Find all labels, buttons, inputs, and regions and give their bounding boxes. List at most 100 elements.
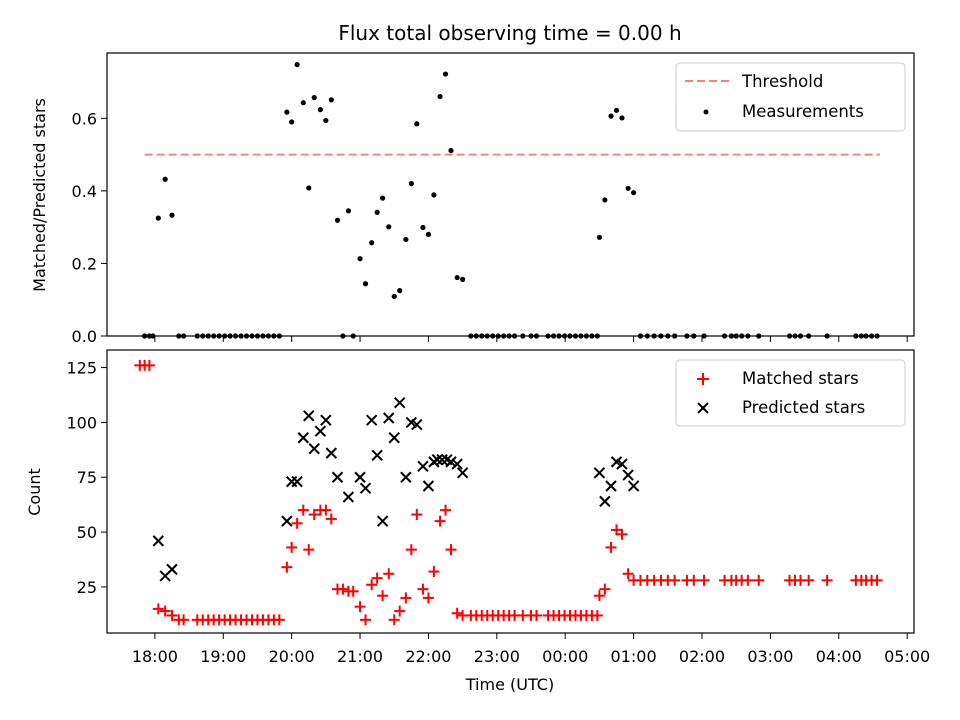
- matched-point: [742, 574, 754, 586]
- measurement-point: [619, 115, 625, 121]
- matched-point: [371, 572, 383, 584]
- matched-point: [159, 605, 171, 617]
- measurement-point: [328, 97, 334, 103]
- predicted-point: [599, 495, 611, 508]
- count-x-ticks: 18:00 19:00 20:00 21:00 22:00 23:00 00:00 01:00…: [132, 633, 930, 666]
- matched-point: [347, 585, 359, 597]
- count-plot-area: [134, 359, 883, 626]
- x-tick-label: 22:00: [405, 647, 451, 666]
- measurement-point: [289, 119, 295, 125]
- matched-point: [422, 592, 434, 604]
- measurement-point: [625, 185, 631, 191]
- measurement-point: [317, 107, 323, 113]
- predicted-point: [422, 480, 435, 492]
- x-tick-label: 19:00: [200, 647, 246, 666]
- ratio-y-tick-label: 0.4: [72, 182, 97, 201]
- x-tick-label: 03:00: [747, 647, 793, 666]
- matched-point: [360, 614, 372, 626]
- predicted-point: [605, 480, 617, 492]
- matched-point: [591, 609, 603, 621]
- count-y-tick-label: 50: [77, 523, 97, 542]
- measurement-point: [284, 109, 290, 115]
- ratio-panel: 0.0 0.2 0.4 0.6 Matched/Predicted stars Thr…: [30, 52, 915, 346]
- ratio-legend-box: [675, 62, 906, 132]
- matched-point: [152, 603, 164, 615]
- measurement-point: [631, 190, 637, 196]
- ratio-legend: Threshold Measurements: [675, 62, 906, 132]
- measurement-point: [602, 197, 608, 203]
- measurement-point: [448, 147, 454, 154]
- count-y-tick-label: 75: [77, 468, 97, 487]
- measurement-point: [608, 113, 614, 119]
- measurement-point: [294, 62, 300, 68]
- measurement-point: [408, 181, 414, 187]
- predicted-legend-label: Predicted stars: [742, 398, 865, 417]
- matched-point: [388, 614, 400, 626]
- x-tick-label: 21:00: [337, 647, 383, 666]
- matched-point: [394, 605, 406, 617]
- matched-point: [325, 513, 337, 525]
- matched-point: [297, 504, 309, 516]
- measurement-point: [431, 192, 437, 198]
- x-tick-label: 01:00: [611, 647, 657, 666]
- chart-title: Flux total observing time = 0.00 h: [338, 21, 681, 45]
- measurement-point: [306, 185, 312, 191]
- x-tick-label: 00:00: [542, 647, 588, 666]
- matched-point: [178, 614, 190, 626]
- matched-point: [622, 568, 634, 580]
- matched-point: [605, 541, 617, 553]
- ratio-x-ticks: [154, 336, 908, 342]
- matched-point: [273, 614, 285, 626]
- ratio-y-tick-label: 0.6: [72, 109, 97, 128]
- ratio-y-tick-label: 0.0: [72, 327, 97, 346]
- predicted-point: [400, 471, 412, 483]
- measurement-point: [414, 121, 420, 127]
- matched-point: [451, 607, 463, 619]
- matched-point: [428, 566, 440, 578]
- measurement-point: [374, 209, 380, 215]
- measurement-point: [386, 224, 392, 230]
- matched-point: [303, 544, 315, 556]
- predicted-point: [622, 469, 634, 481]
- measurement-point: [169, 212, 175, 218]
- threshold-legend-label: Threshold: [741, 72, 823, 91]
- measurement-point: [397, 288, 403, 294]
- predicted-point: [297, 432, 309, 444]
- measurement-point: [369, 240, 375, 246]
- matched-point: [698, 574, 710, 586]
- predicted-point: [371, 449, 383, 462]
- matched-point: [143, 359, 155, 371]
- matched-point: [354, 601, 366, 613]
- predicted-point: [627, 480, 640, 492]
- predicted-point: [314, 425, 327, 437]
- measurement-point: [345, 208, 352, 214]
- x-tick-label: 18:00: [132, 647, 178, 666]
- predicted-point: [431, 453, 444, 466]
- predicted-point: [359, 482, 372, 494]
- count-y-tick-label: 100: [66, 413, 97, 432]
- measurement-point: [425, 231, 432, 238]
- count-axes-frame: [106, 349, 915, 634]
- measurement-point: [442, 71, 449, 77]
- predicted-point: [456, 467, 469, 479]
- predicted-point: [325, 447, 338, 459]
- measurement-point: [391, 293, 397, 300]
- predicted-point: [291, 475, 303, 488]
- matched-point: [411, 509, 423, 521]
- matched-point: [434, 515, 446, 527]
- count-y-tick-label: 125: [66, 359, 97, 378]
- count-panel: 25 50 75 100 125 18:00 19:00 20:00 21:00 22:00 23…: [25, 349, 930, 694]
- matched-legend-label: Matched stars: [742, 369, 859, 388]
- matched-point: [669, 574, 681, 586]
- measurement-point: [403, 236, 409, 243]
- measurement-point: [613, 107, 620, 113]
- count-legend: Matched stars Predicted stars: [675, 359, 906, 427]
- predicted-point: [451, 458, 463, 470]
- predicted-point: [308, 443, 320, 455]
- x-tick-label: 02:00: [679, 647, 725, 666]
- matched-point: [445, 544, 457, 556]
- x-tick-label: 20:00: [269, 647, 315, 666]
- matched-point: [366, 579, 378, 591]
- ratio-y-tick-label: 0.2: [72, 254, 97, 273]
